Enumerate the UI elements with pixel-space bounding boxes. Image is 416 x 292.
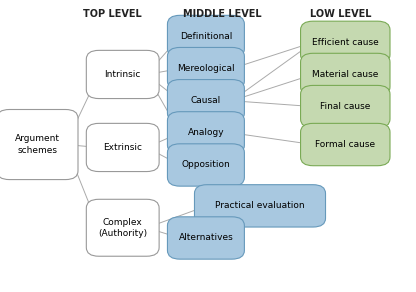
FancyBboxPatch shape: [300, 21, 390, 64]
FancyBboxPatch shape: [87, 124, 159, 172]
Text: Practical evaluation: Practical evaluation: [215, 201, 305, 210]
Text: Analogy: Analogy: [188, 128, 224, 137]
Text: Final cause: Final cause: [320, 102, 371, 111]
FancyBboxPatch shape: [0, 110, 78, 180]
Text: Opposition: Opposition: [181, 161, 230, 169]
Text: Argument
schemes: Argument schemes: [15, 135, 60, 154]
FancyBboxPatch shape: [300, 85, 390, 128]
FancyBboxPatch shape: [87, 51, 159, 99]
Text: MIDDLE LEVEL: MIDDLE LEVEL: [183, 9, 262, 19]
Text: Material cause: Material cause: [312, 70, 379, 79]
Text: Causal: Causal: [191, 96, 221, 105]
Text: Efficient cause: Efficient cause: [312, 38, 379, 47]
FancyBboxPatch shape: [167, 47, 245, 90]
FancyBboxPatch shape: [167, 217, 245, 259]
Text: TOP LEVEL: TOP LEVEL: [83, 9, 142, 19]
Text: Definitional: Definitional: [180, 32, 232, 41]
FancyBboxPatch shape: [167, 112, 245, 154]
Text: Mereological: Mereological: [177, 64, 235, 73]
FancyBboxPatch shape: [195, 185, 325, 227]
Text: Intrinsic: Intrinsic: [104, 70, 141, 79]
Text: Formal cause: Formal cause: [315, 140, 375, 149]
Text: Extrinsic: Extrinsic: [103, 143, 142, 152]
Text: Complex
(Authority): Complex (Authority): [98, 218, 147, 238]
FancyBboxPatch shape: [167, 79, 245, 122]
Text: Alternatives: Alternatives: [178, 234, 233, 242]
FancyBboxPatch shape: [87, 199, 159, 256]
FancyBboxPatch shape: [300, 124, 390, 166]
FancyBboxPatch shape: [167, 144, 245, 186]
FancyBboxPatch shape: [167, 15, 245, 58]
Text: LOW LEVEL: LOW LEVEL: [310, 9, 372, 19]
FancyBboxPatch shape: [300, 53, 390, 96]
